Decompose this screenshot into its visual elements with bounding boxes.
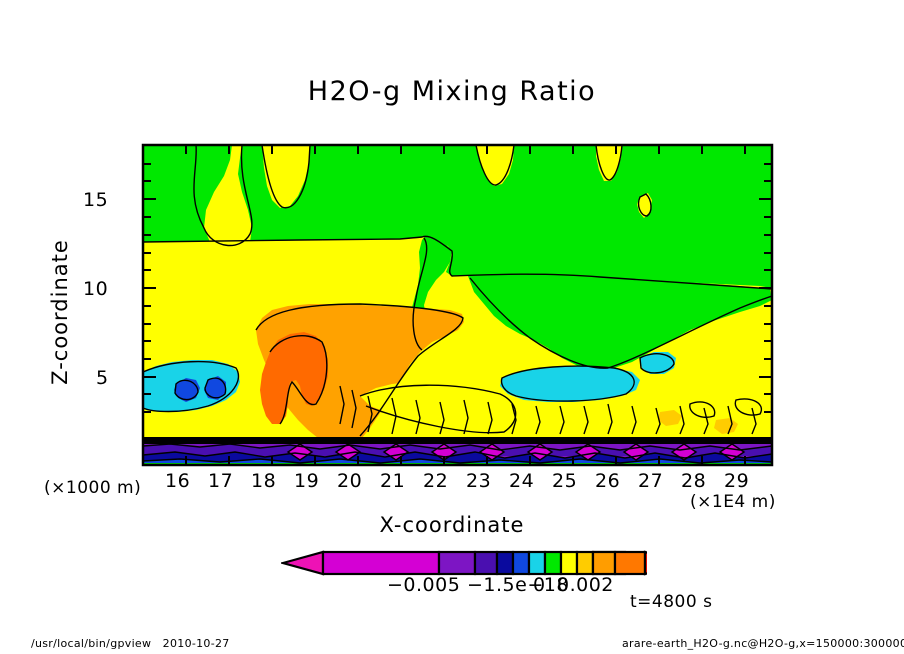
x-tick-label-22: 22	[423, 470, 449, 492]
colorbar-segment-dark-orange	[613, 550, 647, 576]
colorbar-tick-low: −0.005	[387, 574, 461, 596]
x-axis-unit-label: (×1E4 m)	[690, 492, 776, 512]
y-tick-label-15: 15	[83, 189, 109, 211]
x-tick-label-24: 24	[509, 470, 535, 492]
x-tick-label-16: 16	[165, 470, 191, 492]
contour-fills	[143, 145, 772, 465]
colorbar-tick-high: 0.002	[557, 574, 614, 596]
colorbar-low-arrow	[281, 550, 325, 576]
x-tick-label-27: 27	[638, 470, 664, 492]
x-tick-label-25: 25	[552, 470, 578, 492]
colorbar[interactable]	[281, 549, 647, 577]
x-tick-label-21: 21	[380, 470, 406, 492]
x-tick-label-29: 29	[724, 470, 750, 492]
footer-command: /usr/local/bin/gpview 2010-10-27	[31, 637, 230, 650]
page-title: H2O-g Mixing Ratio	[307, 76, 597, 107]
x-tick-label-26: 26	[595, 470, 621, 492]
x-axis-title: X-coordinate	[379, 513, 525, 537]
colorbar-labels: −0.005 −1.5e−18 0 0.002	[281, 574, 647, 596]
colorbar-segment-orange	[591, 550, 617, 576]
y-tick-label-10: 10	[83, 278, 109, 300]
x-tick-label-18: 18	[251, 470, 277, 492]
footer-datasource: arare-earth_H2O-g.nc@H2O-g,x=150000:3000…	[622, 637, 904, 650]
x-tick-label-28: 28	[681, 470, 707, 492]
colorbar-tick-mid: −1.5e−18	[467, 574, 569, 596]
contour-lines	[143, 145, 772, 464]
y-axis-unit-label: (×1000 m)	[44, 478, 142, 498]
y-tick-label-5: 5	[96, 367, 109, 389]
x-tick-label-17: 17	[208, 470, 234, 492]
colorbar-segments	[321, 550, 627, 576]
colorbar-high-arrow	[643, 550, 647, 576]
axis-ticks	[143, 145, 772, 465]
time-annotation: t=4800 s	[630, 592, 713, 612]
x-tick-label-23: 23	[466, 470, 492, 492]
x-tick-label-20: 20	[337, 470, 363, 492]
x-tick-label-19: 19	[294, 470, 320, 492]
colorbar-svg[interactable]	[281, 549, 647, 577]
colorbar-tick-zero-overlap: 0	[533, 574, 546, 596]
